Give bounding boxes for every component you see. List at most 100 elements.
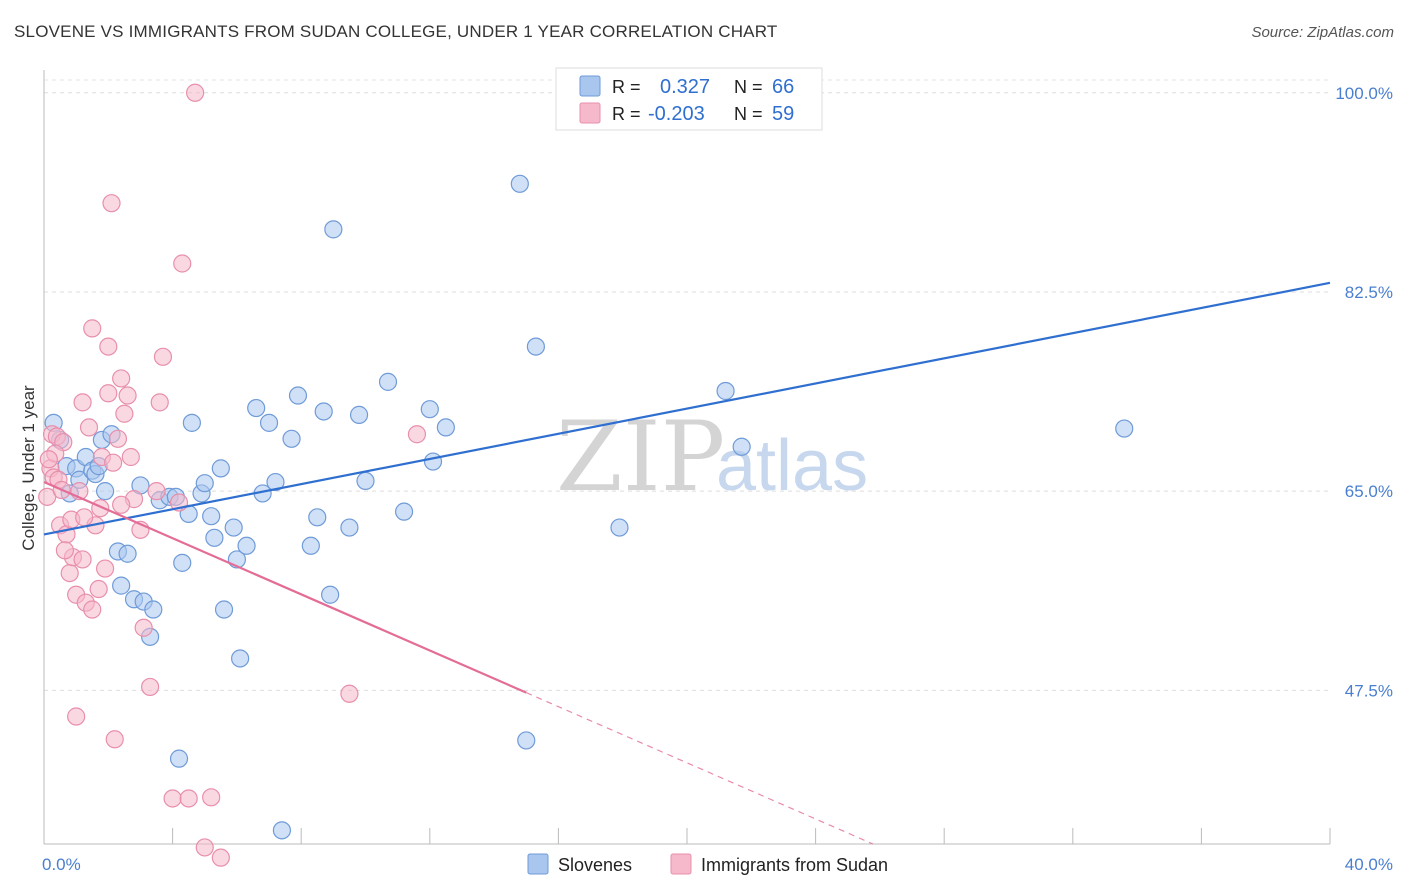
slovenes-point-42 <box>282 429 301 448</box>
slovenes-point-59 <box>526 337 545 356</box>
sudan-point-56 <box>55 541 74 560</box>
sudan-trend-extension <box>526 692 874 845</box>
slovenes-point-43 <box>288 386 308 405</box>
slovenes-trend-line <box>43 281 1331 536</box>
sudan-point-52 <box>75 508 94 527</box>
sudan-point-31 <box>121 447 140 467</box>
slovenes-point-45 <box>308 508 327 527</box>
bottom-legend-swatch-slovenes <box>527 853 549 875</box>
sudan-point-22 <box>95 559 115 578</box>
sudan-point-35 <box>140 677 160 697</box>
sudan-point-8 <box>60 563 79 583</box>
y-tick-label-1: 65.0% <box>1345 482 1393 501</box>
sudan-point-13 <box>73 550 92 569</box>
slovenes-point-61 <box>716 381 735 401</box>
legend-r-value-2: -0.203 <box>648 103 705 125</box>
sudan-point-48 <box>407 425 427 444</box>
y-tick-labels: 47.5% 65.0% 82.5% 100.0% <box>1335 84 1393 701</box>
legend-r-value-1: 0.327 <box>660 76 710 98</box>
slovenes-point-14 <box>118 544 137 563</box>
slovenes-point-31 <box>211 459 230 478</box>
slovenes-point-53 <box>394 502 414 521</box>
legend-n-label-1: N = <box>734 77 763 97</box>
slovenes-point-19 <box>144 600 163 619</box>
legend-swatch-slovenes <box>579 75 601 97</box>
sudan-point-34 <box>134 618 153 637</box>
y-axis-label: College, Under 1 year <box>19 385 38 551</box>
sudan-point-47 <box>340 684 359 703</box>
sudan-point-14 <box>73 393 92 412</box>
slovenes-point-24 <box>173 553 192 572</box>
sudan-point-58 <box>39 450 58 469</box>
slovenes-point-60 <box>610 518 629 537</box>
series-legend: Slovenes Immigrants from Sudan <box>527 853 888 875</box>
slovenes-point-39 <box>259 413 279 432</box>
bottom-legend-swatch-sudan <box>670 853 692 875</box>
sudan-point-38 <box>153 347 173 366</box>
slovenes-point-62 <box>732 437 751 456</box>
sudan-point-17 <box>83 600 102 619</box>
slovenes-point-46 <box>314 402 333 421</box>
sudan-point-41 <box>173 254 192 273</box>
sudan-point-25 <box>102 194 121 213</box>
slovenes-point-13 <box>112 576 131 595</box>
sudan-point-29 <box>115 404 134 423</box>
sudan-trend-line <box>43 481 527 694</box>
slovenes-point-30 <box>205 528 224 547</box>
chart-title: SLOVENE VS IMMIGRANTS FROM SUDAN COLLEGE… <box>14 22 778 41</box>
sudan-point-26 <box>105 730 124 749</box>
sudan-point-28 <box>112 369 131 388</box>
slovenes-point-54 <box>420 400 439 419</box>
sudan-point-24 <box>99 384 118 403</box>
trend-lines <box>43 281 1331 845</box>
slovenes-point-52 <box>378 372 398 391</box>
slovenes-point-48 <box>324 220 343 239</box>
slovenes-point-64 <box>1115 419 1134 438</box>
y-tick-label-0: 47.5% <box>1345 681 1393 700</box>
sudan-point-44 <box>195 838 214 857</box>
legend-n-value-2: 59 <box>772 103 794 125</box>
sudan-point-54 <box>104 453 123 472</box>
x-tick-label-0: 0.0% <box>42 855 81 874</box>
legend-swatch-sudan <box>579 102 601 124</box>
sudan-point-42 <box>179 789 198 808</box>
sudan-point-30 <box>118 386 137 405</box>
sudan-point-43 <box>186 83 205 102</box>
slovenes-point-23 <box>169 749 189 768</box>
sudan-point-46 <box>211 848 230 867</box>
slovenes-point-10 <box>95 482 115 501</box>
source-credit: Source: ZipAtlas.com <box>1251 24 1394 41</box>
legend-n-value-1: 66 <box>772 76 794 98</box>
bottom-legend-slovenes: Slovenes <box>558 855 632 875</box>
y-tick-label-3: 100.0% <box>1335 84 1393 103</box>
y-tick-label-2: 82.5% <box>1345 283 1393 302</box>
sudan-point-45 <box>202 788 221 807</box>
sudan-point-16 <box>79 418 99 437</box>
sudan-point-49 <box>67 707 86 726</box>
sudan-point-18 <box>83 319 102 338</box>
sudan-point-39 <box>163 789 182 808</box>
slovenes-point-40 <box>266 472 285 492</box>
sudan-point-20 <box>89 579 108 599</box>
slovenes-point-47 <box>321 585 340 604</box>
slovenes-point-35 <box>231 649 250 668</box>
bottom-legend-sudan: Immigrants from Sudan <box>701 855 888 875</box>
watermark-zip: ZIP <box>556 401 725 513</box>
slovenes-point-51 <box>356 471 375 491</box>
slovenes-point-32 <box>214 600 234 619</box>
slovenes-point-49 <box>340 518 359 537</box>
sudan-point-37 <box>150 393 169 412</box>
slovenes-point-37 <box>247 398 266 418</box>
slovenes-point-55 <box>423 452 443 471</box>
legend-n-label-2: N = <box>734 104 763 124</box>
slovenes-point-29 <box>202 507 221 526</box>
correlation-legend: R = 0.327 N = 66 R = -0.203 N = 59 <box>555 67 823 131</box>
legend-r-label-1: R = <box>612 77 641 97</box>
slovenes-point-56 <box>436 418 455 437</box>
watermark-atlas: atlas <box>716 426 868 506</box>
x-tick-labels: 0.0% 40.0% <box>42 855 1393 874</box>
sudan-point-57 <box>112 495 131 514</box>
grid-lines <box>44 79 1330 691</box>
sudan-point-23 <box>99 337 118 356</box>
